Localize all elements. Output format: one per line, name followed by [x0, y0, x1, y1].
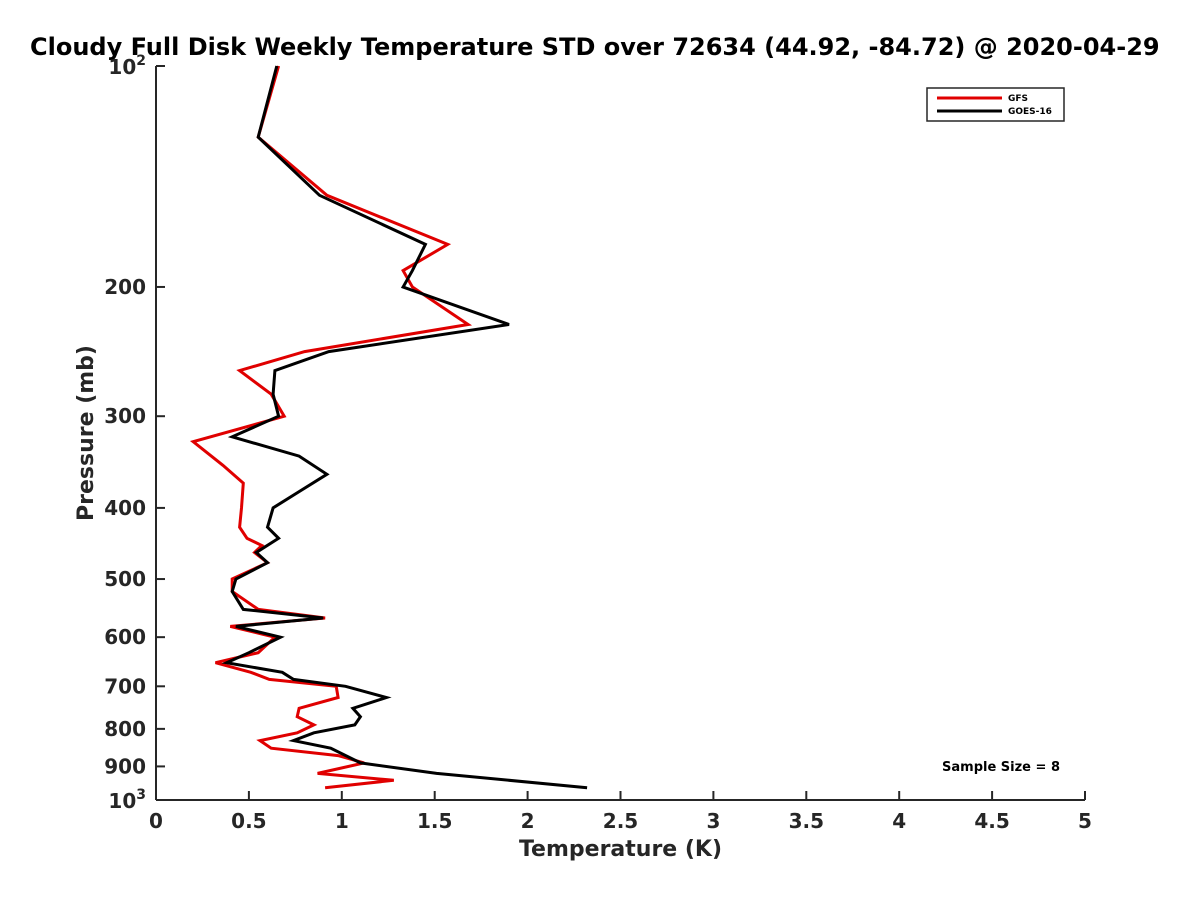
legend-label: GFS [1008, 94, 1028, 104]
x-tick-label: 0 [149, 809, 163, 833]
x-axis-label: Temperature (K) [519, 837, 722, 862]
series-layer [189, 65, 588, 790]
y-tick-label: 200 [104, 275, 146, 299]
legend-label: GOES-16 [1008, 107, 1052, 117]
legend-box [926, 87, 1065, 122]
y-tick-label: 700 [104, 674, 146, 698]
y-tick-label-base: 10 [108, 55, 136, 79]
x-tick-label: 3 [706, 809, 720, 833]
chart-title: Cloudy Full Disk Weekly Temperature STD … [30, 33, 1160, 61]
y-tick-label: 103 [108, 787, 146, 813]
y-axis-label: Pressure (mb) [74, 345, 99, 521]
y-tick-label: 500 [104, 567, 146, 591]
x-tick-label: 4 [892, 809, 906, 833]
series-line-gfs [189, 65, 473, 790]
x-tick-label: 1.5 [417, 809, 452, 833]
x-tick-label: 3.5 [789, 809, 824, 833]
y-tick-label: 900 [104, 754, 146, 778]
y-tick-label: 102 [108, 53, 146, 79]
axes: 0 0.5 1 1.5 2 2.5 3 3.5 4 4.5 5 102200300400500600… [104, 53, 1092, 833]
series-line-goes-16 [221, 65, 588, 790]
x-tick-label: 5 [1078, 809, 1092, 833]
x-tick-label: 1 [335, 809, 349, 833]
y-tick-label-base: 10 [108, 789, 136, 813]
legend: GFS GOES-16 [926, 87, 1065, 122]
x-tick-label: 2.5 [603, 809, 638, 833]
y-tick-label: 400 [104, 496, 146, 520]
plot-area [189, 65, 588, 790]
y-tick-label-exponent: 2 [136, 53, 146, 69]
y-tick-label: 800 [104, 717, 146, 741]
y-tick-label-exponent: 3 [136, 787, 146, 803]
x-ticks: 0 0.5 1 1.5 2 2.5 3 3.5 4 4.5 5 [149, 791, 1092, 833]
x-tick-label: 4.5 [974, 809, 1009, 833]
x-tick-label: 0.5 [231, 809, 266, 833]
y-tick-label: 300 [104, 404, 146, 428]
y-tick-label: 600 [104, 625, 146, 649]
x-tick-label: 2 [521, 809, 535, 833]
sample-size-annotation: Sample Size = 8 [942, 760, 1060, 775]
